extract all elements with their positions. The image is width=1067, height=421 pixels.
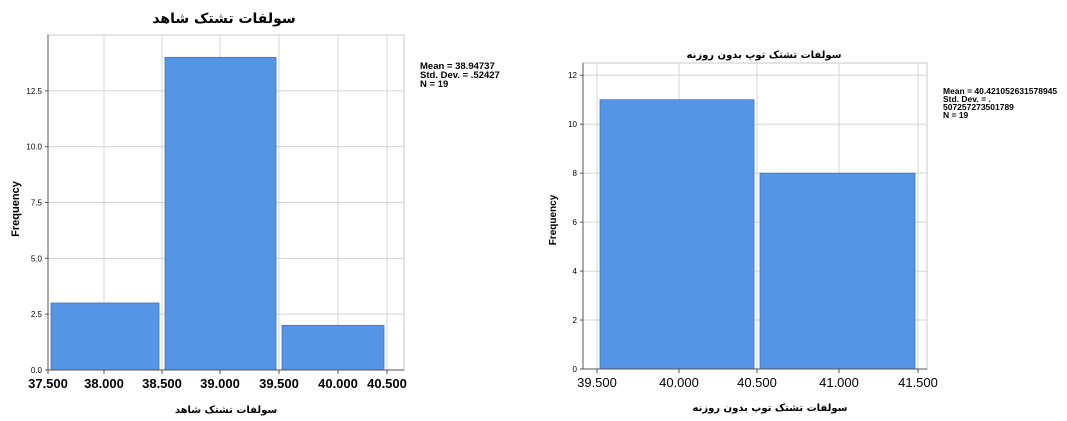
stats-line: Std. Dev. = . xyxy=(943,94,991,104)
x-tick-label: 38.000 xyxy=(84,376,124,391)
stats-line: Mean = 40.421052631578945 xyxy=(943,86,1057,96)
x-axis-title: سولفات تشتک شاهد xyxy=(175,405,278,416)
x-tick-label: 38.500 xyxy=(142,376,182,391)
histogram-bar xyxy=(164,56,277,371)
y-tick-label: 7.5 xyxy=(31,199,43,208)
x-tick-label: 39.500 xyxy=(259,376,299,391)
x-tick-label: 41.000 xyxy=(819,375,859,390)
x-tick-label: 39.500 xyxy=(577,375,617,390)
x-axis-title: سولفات تشتک توپ بدون روزنه xyxy=(693,403,848,414)
y-tick-label: 0 xyxy=(573,365,578,374)
histogram-bar xyxy=(759,172,916,370)
x-tick-label: 40.000 xyxy=(318,376,358,391)
y-tick-label: 10 xyxy=(568,120,577,129)
x-tick-label: 40.500 xyxy=(367,376,407,391)
y-tick-label: 6 xyxy=(573,218,578,227)
x-tick-label: 40.500 xyxy=(737,375,777,390)
y-tick-label: 2 xyxy=(573,316,578,325)
stats-line: N = 19 xyxy=(943,110,969,120)
y-tick-label: 5.0 xyxy=(31,254,43,263)
y-tick-label: 12 xyxy=(568,71,577,80)
y-tick-label: 0.0 xyxy=(31,366,43,375)
stats-line: Mean = 38.94737 xyxy=(420,61,495,72)
y-tick-label: 8 xyxy=(573,169,578,178)
y-axis-title: Frequency xyxy=(10,180,22,237)
chart-title: سولفات تشتک توپ بدون روزنه xyxy=(687,50,842,61)
x-tick-label: 39.000 xyxy=(200,376,240,391)
y-tick-label: 4 xyxy=(573,267,578,276)
stats-line: N = 19 xyxy=(420,79,448,90)
x-tick-label: 40.000 xyxy=(659,375,699,390)
x-tick-label: 41.500 xyxy=(898,375,938,390)
chart-title: سولفات تشتک شاهد xyxy=(152,11,295,27)
histogram-bar xyxy=(50,302,160,371)
stats-line: Std. Dev. = .52427 xyxy=(420,70,500,81)
y-tick-label: 2.5 xyxy=(31,310,43,319)
y-tick-label: 10.0 xyxy=(26,143,42,152)
x-tick-label: 37.500 xyxy=(28,376,68,391)
histogram-bar xyxy=(599,99,755,370)
y-tick-label: 12.5 xyxy=(26,87,42,96)
y-axis-title: Frequency xyxy=(548,194,559,245)
histogram-bar xyxy=(281,324,385,371)
stats-line: 507257273501789 xyxy=(943,102,1014,112)
